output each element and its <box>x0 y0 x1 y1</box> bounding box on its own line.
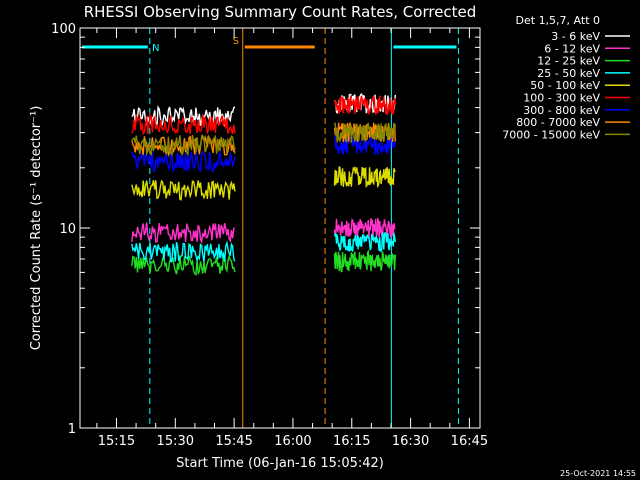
y-tick-label-0: 1 <box>68 422 76 437</box>
x-tick-label-6: 16:45 <box>451 434 488 449</box>
legend-label-0: 3 - 6 keV <box>551 30 600 43</box>
x-tick-label-3: 16:00 <box>274 434 311 449</box>
x-tick-label-4: 16:15 <box>333 434 370 449</box>
chart-axes: 15:15 15:30 15:45 16:00 16:15 16:30 16:45 1 10 10… <box>51 22 488 449</box>
y-tick-label-1: 10 <box>59 222 76 237</box>
legend-label-4: 50 - 100 keV <box>530 79 600 92</box>
legend-label-1: 6 - 12 keV <box>544 42 600 55</box>
series-trace-2-0 <box>131 253 236 277</box>
legend-label-3: 25 - 50 keV <box>537 67 600 80</box>
series-trace-4-0 <box>131 179 236 201</box>
annotation-label-0: N <box>152 43 159 54</box>
legend-label-8: 7000 - 15000 keV <box>502 128 600 141</box>
legend-header: Det 1,5,7, Att 0 <box>516 14 600 27</box>
y-axis-label: Corrected Count Rate (s⁻¹ detector⁻¹) <box>29 106 44 351</box>
legend-label-6: 300 - 800 keV <box>523 104 600 117</box>
annotation-label-1: S <box>233 36 239 47</box>
series-trace-5-1 <box>334 95 396 116</box>
x-tick-label-1: 15:30 <box>157 434 194 449</box>
legend-label-5: 100 - 300 keV <box>523 92 600 105</box>
series-trace-2-1 <box>333 249 396 273</box>
chart-marks: NS <box>79 28 459 428</box>
series-trace-3-0 <box>131 240 236 263</box>
series-trace-6-0 <box>131 149 236 174</box>
series-trace-1-1 <box>333 217 396 241</box>
legend-label-7: 800 - 7000 keV <box>516 116 600 129</box>
series-trace-8-0 <box>131 134 236 158</box>
x-tick-label-0: 15:15 <box>98 434 135 449</box>
series-trace-5-0 <box>131 112 236 136</box>
x-tick-label-2: 15:45 <box>215 434 252 449</box>
series-trace-8-1 <box>333 122 396 143</box>
y-tick-label-2: 100 <box>51 22 76 37</box>
series-trace-1-0 <box>131 222 236 245</box>
x-axis-label: Start Time (06-Jan-16 15:05:42) <box>176 456 384 471</box>
series-trace-4-1 <box>333 165 396 189</box>
series-trace-3-1 <box>333 232 396 253</box>
x-tick-label-5: 16:30 <box>392 434 429 449</box>
chart-title: RHESSI Observing Summary Count Rates, Co… <box>84 3 477 21</box>
legend-label-2: 12 - 25 keV <box>537 55 600 68</box>
timestamp: 25-Oct-2021 14:55 <box>560 469 636 478</box>
series-trace-6-1 <box>333 132 396 155</box>
